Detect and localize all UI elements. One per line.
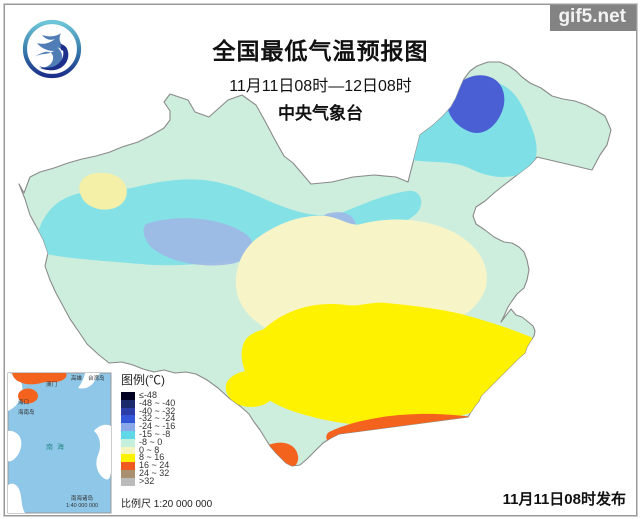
svg-text:台湾岛: 台湾岛: [88, 374, 105, 382]
svg-text:海南岛: 海南岛: [18, 408, 35, 416]
svg-text:南海诸岛: 南海诸岛: [71, 494, 94, 502]
svg-text:海口: 海口: [18, 398, 29, 406]
svg-text:澳门: 澳门: [46, 380, 57, 388]
svg-text:南海: 南海: [46, 442, 68, 451]
svg-text:高雄: 高雄: [71, 374, 83, 382]
svg-text:1:40 000 000: 1:40 000 000: [66, 503, 98, 509]
